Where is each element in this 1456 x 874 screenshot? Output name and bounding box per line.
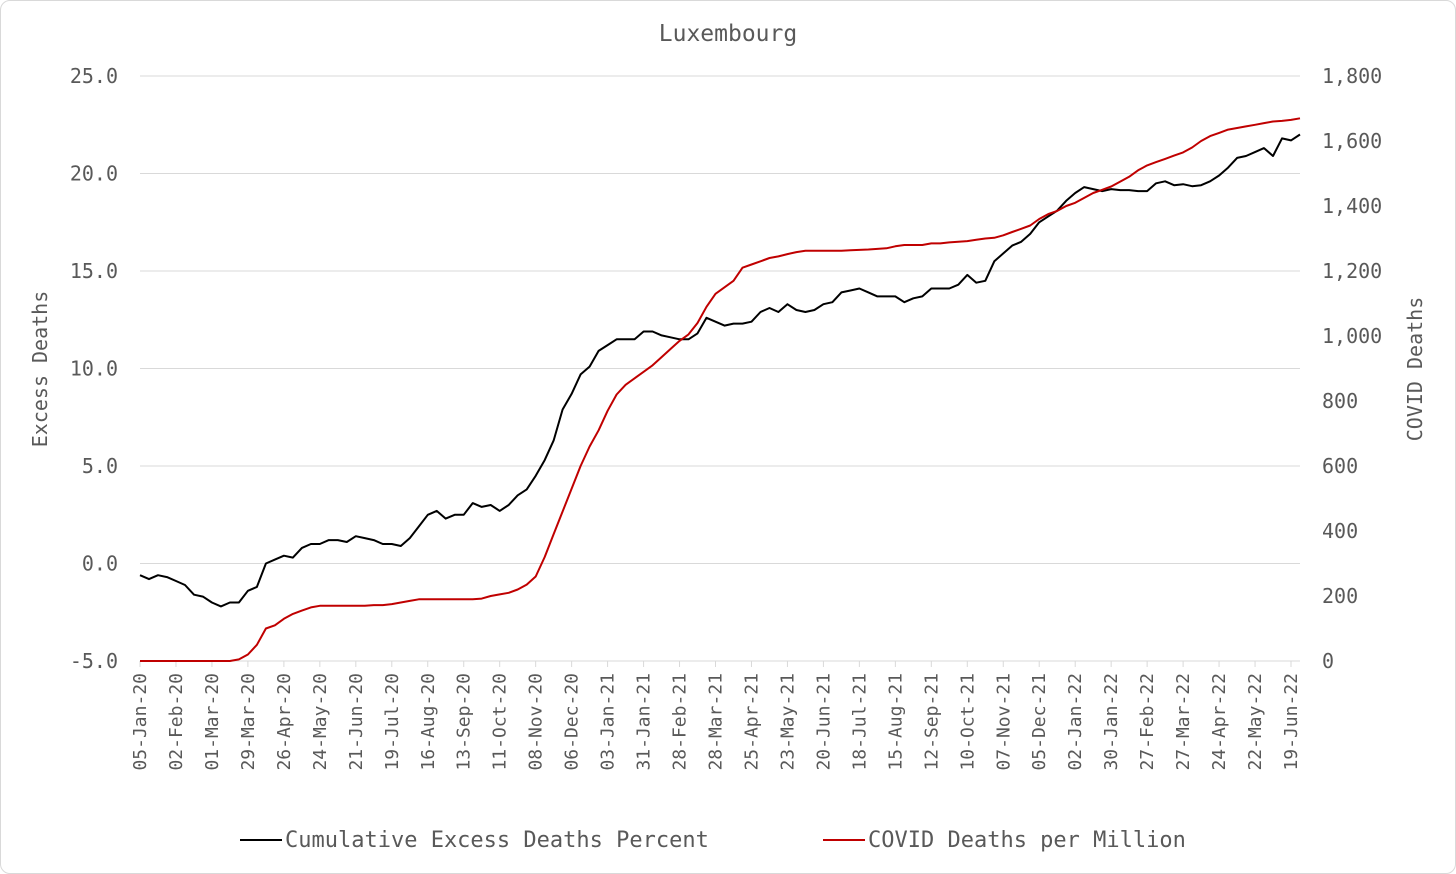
x-tick-label: 16-Aug-20 — [418, 673, 439, 771]
x-tick-label: 01-Mar-20 — [202, 673, 223, 771]
left-tick-label: 25.0 — [70, 64, 118, 88]
left-tick-label: 15.0 — [70, 259, 118, 283]
x-axis-ticks: 05-Jan-20 02-Feb-20 01-Mar-20 29-Mar-20 26-A… — [130, 661, 1302, 771]
x-tick-label: 23-May-21 — [777, 673, 798, 771]
x-tick-label: 24-May-20 — [310, 673, 331, 771]
right-tick-label: 1,400 — [1322, 194, 1382, 218]
left-tick-label: 0.0 — [82, 552, 118, 576]
x-tick-label: 10-Oct-21 — [957, 673, 978, 771]
right-axis-ticks: 1,800 1,600 1,400 1,200 1,000 800 600 400 200 0 — [1322, 64, 1382, 673]
right-tick-label: 200 — [1322, 584, 1358, 608]
x-tick-label: 13-Sep-20 — [454, 673, 475, 771]
left-axis-title: Excess Deaths — [28, 291, 52, 448]
right-tick-label: 0 — [1322, 649, 1334, 673]
x-tick-label: 21-Jun-20 — [346, 673, 367, 771]
x-tick-label: 07-Nov-21 — [993, 673, 1014, 771]
left-axis-ticks: 25.0 20.0 15.0 10.0 5.0 0.0 -5.0 — [70, 64, 118, 673]
right-tick-label: 600 — [1322, 454, 1358, 478]
covid-deaths-line — [140, 117, 1301, 662]
x-tick-label: 29-Mar-20 — [238, 673, 259, 771]
right-axis-title: COVID Deaths — [1403, 297, 1427, 442]
x-tick-label: 05-Jan-20 — [130, 673, 151, 771]
x-tick-label: 08-Nov-20 — [526, 673, 547, 771]
x-tick-label: 05-Dec-21 — [1029, 673, 1050, 771]
gridlines — [140, 75, 1300, 662]
x-tick-label: 22-May-22 — [1245, 673, 1266, 771]
chart-title: Luxembourg — [659, 21, 797, 47]
x-tick-label: 12-Sep-21 — [921, 673, 942, 771]
x-tick-label: 02-Jan-22 — [1065, 673, 1086, 771]
x-tick-label: 27-Mar-22 — [1173, 673, 1194, 771]
left-tick-label: 10.0 — [70, 357, 118, 381]
legend: Cumulative Excess Deaths Percent COVID D… — [240, 828, 1186, 853]
x-tick-label: 31-Jan-21 — [634, 673, 655, 771]
x-tick-label: 27-Feb-22 — [1137, 673, 1158, 771]
x-tick-label: 06-Dec-20 — [562, 673, 583, 771]
right-tick-label: 400 — [1322, 519, 1358, 543]
x-tick-label: 28-Mar-21 — [706, 673, 727, 771]
x-tick-label: 20-Jun-21 — [813, 673, 834, 771]
x-tick-label: 11-Oct-20 — [490, 673, 511, 771]
right-tick-label: 1,600 — [1322, 129, 1382, 153]
right-tick-label: 1,800 — [1322, 64, 1382, 88]
x-tick-label: 19-Jun-22 — [1281, 673, 1302, 771]
left-tick-label: 20.0 — [70, 162, 118, 186]
x-tick-label: 30-Jan-22 — [1101, 673, 1122, 771]
series-lines — [139, 117, 1301, 662]
legend-label-covid: COVID Deaths per Million — [868, 828, 1186, 853]
x-tick-label: 15-Aug-21 — [885, 673, 906, 771]
x-tick-label: 19-Jul-20 — [382, 673, 403, 771]
right-tick-label: 1,000 — [1322, 324, 1382, 348]
x-tick-label: 25-Apr-21 — [741, 673, 762, 771]
left-tick-label: -5.0 — [70, 649, 118, 673]
legend-label-excess: Cumulative Excess Deaths Percent — [285, 828, 709, 853]
right-tick-label: 1,200 — [1322, 259, 1382, 283]
x-tick-label: 18-Jul-21 — [849, 673, 870, 771]
x-tick-label: 03-Jan-21 — [598, 673, 619, 771]
right-tick-label: 800 — [1322, 389, 1358, 413]
x-tick-label: 24-Apr-22 — [1209, 673, 1230, 771]
x-tick-label: 28-Feb-21 — [670, 673, 691, 771]
excess-deaths-line — [139, 133, 1301, 608]
x-tick-label: 02-Feb-20 — [166, 673, 187, 771]
left-tick-label: 5.0 — [82, 454, 118, 478]
x-tick-label: 26-Apr-20 — [274, 673, 295, 771]
